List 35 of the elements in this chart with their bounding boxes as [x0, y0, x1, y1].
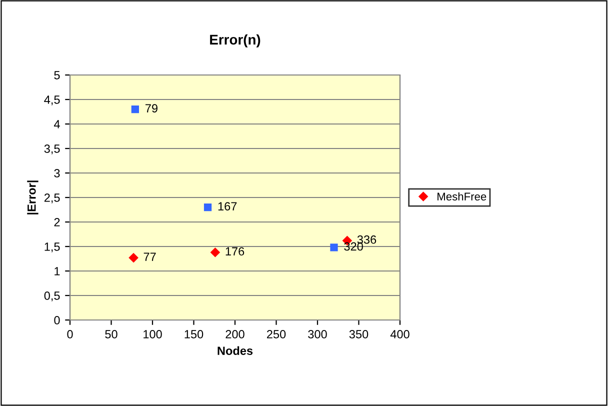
annotation: 79 — [146, 104, 158, 112]
legend-label: MeshFree — [438, 192, 486, 200]
y-tick-label: 1 — [54, 267, 60, 276]
x-tick-label: 200 — [226, 330, 244, 338]
annotation: 176 — [226, 247, 244, 256]
annotation: 320 — [344, 242, 363, 251]
y-tick-label: 1,5 — [44, 242, 60, 252]
y-axis-title: |Error| — [27, 180, 38, 214]
point — [131, 105, 139, 114]
x-tick-label: 100 — [144, 330, 162, 338]
point — [128, 253, 138, 262]
annotation: 336 — [357, 235, 376, 244]
x-tick-label: 50 — [105, 330, 118, 338]
annotation: 167 — [218, 202, 237, 210]
point — [210, 248, 220, 258]
y-tick-label: 0,5 — [44, 292, 60, 302]
point — [204, 203, 212, 212]
x-tick-label: 350 — [349, 330, 368, 338]
y-tick-label: 3,5 — [44, 144, 60, 154]
chart-title: Error(n) — [210, 34, 260, 48]
x-axis-title: Nodes — [218, 346, 253, 355]
x-tick-label: 400 — [390, 330, 410, 338]
point — [330, 244, 338, 252]
y-tick-label: 3 — [54, 169, 60, 178]
y-tick-label: 2,5 — [44, 194, 60, 204]
x-tick-label: 0 — [67, 330, 73, 338]
y-tick-label: 2 — [54, 218, 60, 226]
y-tick-label: 5 — [54, 71, 60, 80]
annotation: 77 — [144, 252, 156, 261]
y-tick-label: 4 — [54, 120, 60, 128]
y-tick-label: 0 — [54, 316, 60, 324]
y-tick-label: 4,5 — [44, 96, 60, 106]
x-tick-label: 150 — [184, 330, 204, 338]
x-tick-label: 250 — [266, 330, 286, 338]
x-tick-label: 300 — [308, 330, 327, 338]
